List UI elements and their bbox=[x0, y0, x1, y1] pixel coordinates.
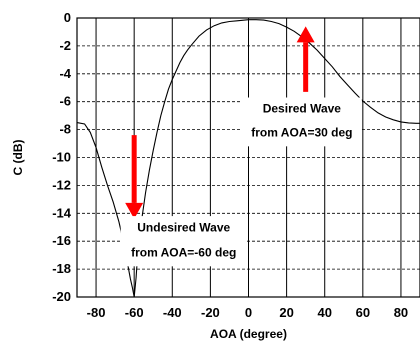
y-axis-label: C (dB) bbox=[11, 140, 25, 176]
annotation-arrow-head bbox=[125, 202, 144, 219]
plot-frame bbox=[76, 17, 420, 298]
x-axis-label: AOA (degree) bbox=[210, 327, 287, 341]
x-tick-label: 60 bbox=[356, 305, 370, 320]
series-line bbox=[76, 19, 420, 298]
x-tick-label: 20 bbox=[279, 305, 293, 320]
x-tick-label: -20 bbox=[201, 305, 220, 320]
y-tick-label: -20 bbox=[52, 289, 71, 304]
y-tick-label: -14 bbox=[52, 205, 72, 220]
x-tick-label: -40 bbox=[163, 305, 182, 320]
annotation-arrow-head bbox=[296, 26, 315, 43]
annotation-label-bg bbox=[241, 97, 362, 147]
y-tick-labels: 0 -2 -4 -6 -8 -10 -12 -14 -16 -18 -20 bbox=[52, 10, 72, 304]
annotation-label-bg bbox=[120, 216, 247, 267]
x-tick-label: -60 bbox=[125, 305, 144, 320]
annotation-label-line1: Undesired Wave bbox=[137, 220, 230, 234]
x-tick-label: 0 bbox=[245, 305, 252, 320]
y-tick-label: -8 bbox=[59, 122, 71, 137]
y-tick-label: -16 bbox=[52, 233, 71, 248]
annotations: Desired Wave from AOA=30 deg Undesired Wav… bbox=[120, 26, 362, 267]
annotation-label-line1: Desired Wave bbox=[263, 102, 342, 116]
y-tick-label: -2 bbox=[59, 38, 71, 53]
y-tick-label: -18 bbox=[52, 261, 71, 276]
y-tick-label: -4 bbox=[59, 66, 71, 81]
y-tick-label: -12 bbox=[52, 177, 71, 192]
y-tick-label: 0 bbox=[64, 10, 71, 25]
y-tick-label: -6 bbox=[59, 94, 71, 109]
x-tick-label: -80 bbox=[87, 305, 106, 320]
x-tick-label: 80 bbox=[394, 305, 408, 320]
x-tick-label: 40 bbox=[317, 305, 331, 320]
annotation-label-line2: from AOA=-60 deg bbox=[131, 245, 236, 259]
annotation-label-line2: from AOA=30 deg bbox=[251, 125, 352, 139]
x-tick-labels: -80 -60 -40 -20 0 20 40 60 80 bbox=[87, 305, 409, 320]
y-tick-label: -10 bbox=[52, 150, 71, 165]
